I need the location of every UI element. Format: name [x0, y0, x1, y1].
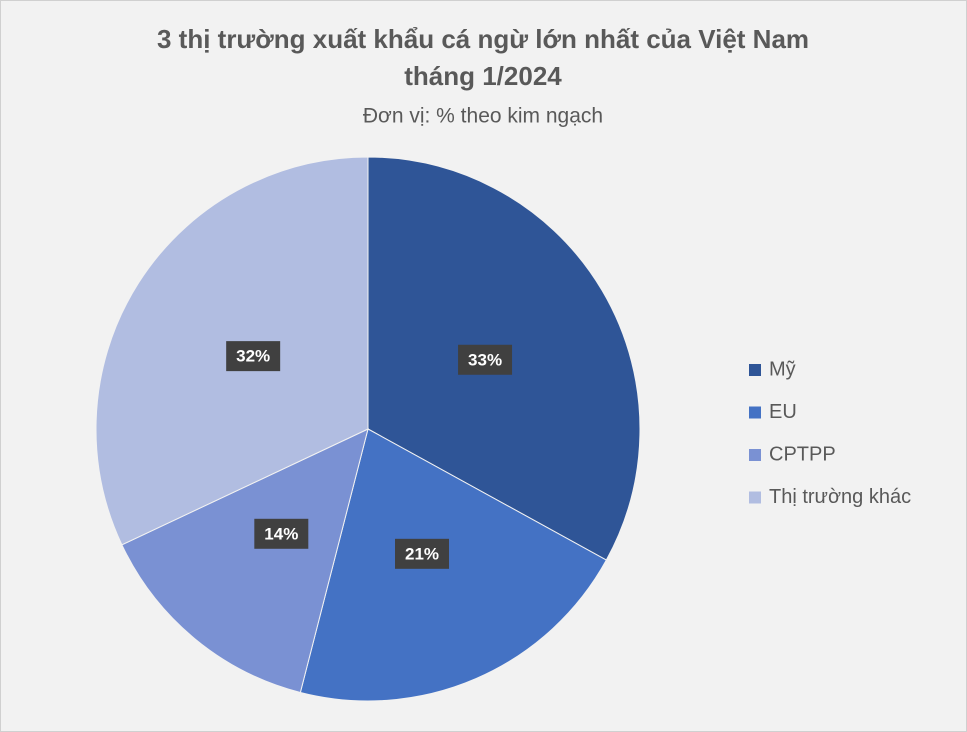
data-label: 21% — [405, 544, 439, 563]
chart-subtitle: Đơn vị: % theo kim ngạch — [363, 105, 603, 128]
chart-title: 3 thị trường xuất khẩu cá ngừ lớn nhất c… — [157, 24, 809, 54]
legend-marker — [749, 491, 761, 504]
legend-label: Thị trường khác — [769, 486, 911, 508]
data-label-box — [458, 344, 513, 375]
legend-marker — [749, 449, 761, 461]
legend-label: Mỹ — [769, 358, 796, 380]
data-label-box — [395, 538, 450, 569]
data-label: 14% — [264, 524, 298, 543]
data-label: 32% — [236, 347, 270, 366]
legend-marker — [749, 364, 761, 376]
legend-marker — [749, 406, 761, 419]
data-label-box — [226, 341, 281, 372]
chart-title: tháng 1/2024 — [404, 61, 562, 91]
pie-slice — [299, 428, 608, 702]
legend-label: CPTPP — [769, 443, 836, 465]
legend-label: EU — [769, 401, 797, 423]
data-label: 33% — [468, 350, 502, 369]
data-label-box — [254, 518, 309, 549]
pie-slice — [121, 428, 369, 694]
